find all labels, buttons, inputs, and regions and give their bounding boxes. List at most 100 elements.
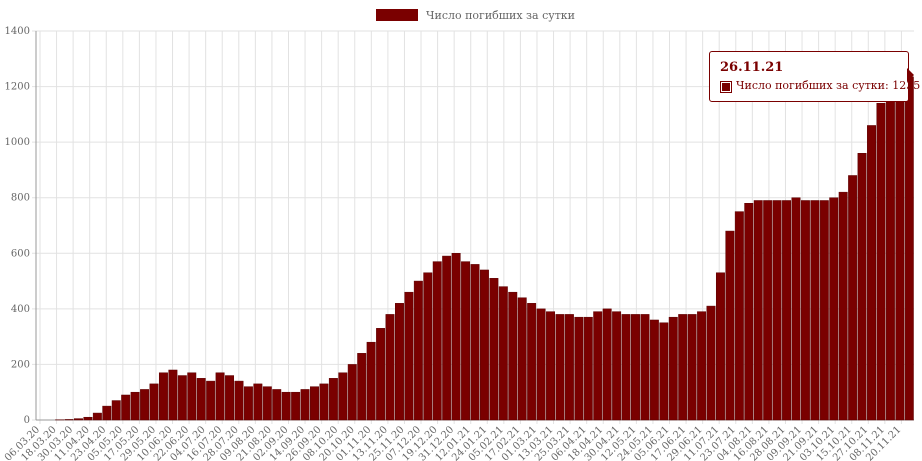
bar <box>310 386 319 421</box>
tooltip: 26.11.21 Число погибших за сутки: 1235 <box>709 51 920 102</box>
bar <box>253 383 263 421</box>
tooltip-date: 26.11.21 <box>720 60 784 75</box>
bar <box>196 378 206 421</box>
bar <box>215 372 225 421</box>
bar <box>451 253 461 421</box>
bar <box>593 311 603 421</box>
bar <box>564 314 574 421</box>
bar <box>583 316 593 421</box>
bar <box>904 76 914 421</box>
bar <box>461 261 471 421</box>
bar <box>385 314 395 421</box>
bar <box>668 316 678 421</box>
bar <box>895 77 905 421</box>
bar <box>687 314 697 421</box>
bar <box>706 305 716 421</box>
bar <box>810 200 820 421</box>
tooltip-label: Число погибших за сутки: 1235 <box>736 79 921 92</box>
bar <box>347 364 357 421</box>
bar <box>555 314 565 421</box>
bar <box>697 311 707 421</box>
bar <box>225 375 235 421</box>
bar <box>753 200 763 421</box>
bar <box>763 200 773 421</box>
bar <box>366 341 376 421</box>
bar <box>725 230 735 421</box>
bar <box>791 197 801 421</box>
bar <box>848 175 858 421</box>
bar <box>187 372 197 421</box>
bar <box>121 394 131 421</box>
bar <box>734 211 744 421</box>
bar <box>432 261 442 421</box>
bar <box>800 200 810 421</box>
bar <box>300 389 310 421</box>
bar <box>281 391 291 421</box>
bar <box>64 419 74 421</box>
bar <box>177 375 187 421</box>
y-tick-label: 1400 <box>5 26 30 37</box>
bar <box>102 405 112 421</box>
y-tick-label: 200 <box>11 359 30 370</box>
bar <box>243 386 253 421</box>
tooltip-swatch <box>720 81 732 93</box>
y-axis: 0 200 400 600 800 1000 1200 1400 <box>5 26 30 426</box>
y-tick-label: 0 <box>24 415 30 426</box>
bar <box>272 389 282 421</box>
bar <box>357 353 367 421</box>
bar <box>649 319 659 421</box>
bar <box>621 314 631 421</box>
bar <box>130 391 140 421</box>
bar <box>536 308 546 421</box>
bar <box>92 412 102 421</box>
legend-label: Число погибших за сутки <box>426 9 575 22</box>
bar <box>338 372 348 421</box>
legend[interactable]: Число погибших за сутки <box>376 9 575 22</box>
bar <box>206 380 216 421</box>
bar <box>829 197 839 421</box>
bar <box>479 269 489 421</box>
bar <box>395 303 404 421</box>
bar <box>819 200 829 421</box>
bar <box>602 308 612 421</box>
bar <box>442 255 452 421</box>
tooltip-series: Число погибших за сутки <box>736 79 886 92</box>
bars <box>55 76 914 421</box>
y-tick-label: 400 <box>11 304 30 315</box>
bar <box>574 316 584 421</box>
bar <box>74 418 83 421</box>
bar <box>319 383 329 421</box>
bar <box>413 280 423 421</box>
x-axis: 06.03.2018.03.2030.03.2011.04.2023.04.20… <box>3 424 904 461</box>
bar <box>867 125 876 421</box>
y-tick-label: 1200 <box>5 82 30 93</box>
bar <box>715 272 725 421</box>
bar <box>744 203 754 421</box>
bar <box>885 86 895 421</box>
bar <box>376 328 386 421</box>
bar <box>168 369 178 421</box>
bar <box>838 191 848 421</box>
bar <box>678 314 688 421</box>
bar <box>659 322 669 421</box>
tooltip-value: 1235 <box>892 79 921 92</box>
bar <box>404 291 414 421</box>
tooltip-pointer <box>907 68 914 82</box>
bar <box>640 314 650 421</box>
bar <box>527 303 537 421</box>
legend-swatch <box>376 9 418 21</box>
bar <box>149 383 159 421</box>
bar <box>546 311 555 421</box>
bar <box>262 386 272 421</box>
bar <box>631 314 640 421</box>
bar <box>111 400 121 421</box>
bar <box>508 291 518 421</box>
bar <box>517 297 527 421</box>
bar <box>782 200 792 421</box>
bar <box>772 200 782 421</box>
bar <box>140 389 150 421</box>
y-tick-label: 800 <box>11 193 30 204</box>
bar <box>291 391 301 421</box>
bar <box>83 416 93 421</box>
